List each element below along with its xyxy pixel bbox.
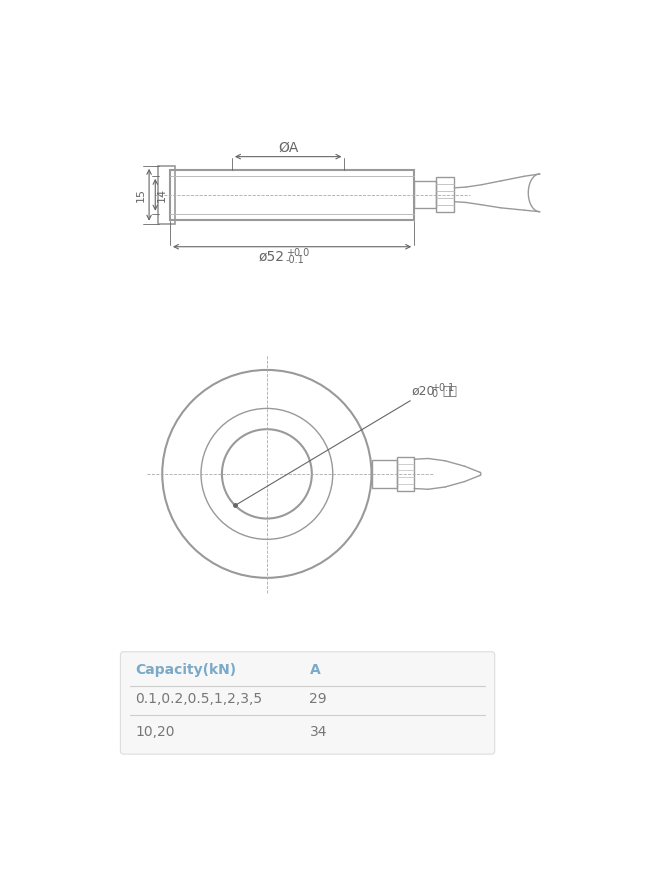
Text: ø52: ø52 — [258, 249, 284, 263]
Text: 0: 0 — [431, 389, 437, 399]
Text: ø20: ø20 — [411, 385, 435, 398]
Text: +0.0: +0.0 — [286, 248, 309, 258]
Text: +0.1: +0.1 — [431, 383, 454, 393]
Text: 通孔: 通孔 — [443, 385, 458, 398]
Text: 34: 34 — [309, 725, 327, 739]
Bar — [371, 460, 397, 488]
Text: -0.1: -0.1 — [286, 255, 305, 265]
Text: 0.1,0.2,0.5,1,2,3,5: 0.1,0.2,0.5,1,2,3,5 — [135, 693, 262, 706]
Text: 29: 29 — [309, 693, 327, 706]
Text: 15: 15 — [137, 188, 146, 202]
Text: ØA: ØA — [278, 141, 298, 156]
Bar — [159, 166, 175, 223]
Text: 14: 14 — [157, 188, 166, 202]
Text: 10,20: 10,20 — [135, 725, 175, 739]
Text: Capacity(kN): Capacity(kN) — [135, 663, 236, 677]
Bar — [397, 457, 414, 491]
Bar — [170, 169, 414, 220]
Bar — [414, 182, 436, 209]
Bar — [436, 177, 454, 212]
Text: A: A — [309, 663, 320, 677]
FancyBboxPatch shape — [120, 652, 495, 754]
